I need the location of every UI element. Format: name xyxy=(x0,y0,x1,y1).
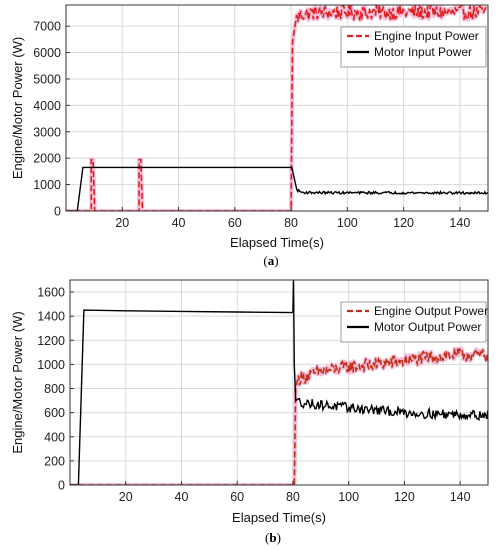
caption-letter: a xyxy=(268,253,275,268)
y-tick-label: 3000 xyxy=(33,125,61,139)
y-tick-label: 1000 xyxy=(33,178,61,192)
x-tick-label: 140 xyxy=(449,216,470,230)
chart-panel-a: 20 40 60 80 100 120 140 0 1000 2000 3000 4000 5000 60… xyxy=(10,4,489,268)
y-tick-label: 4000 xyxy=(33,99,61,113)
x-tick-label: 80 xyxy=(284,216,298,230)
y-tick-label: 600 xyxy=(44,406,65,420)
caption-open: ( xyxy=(265,530,269,545)
y-tick-label: 5000 xyxy=(33,72,61,86)
motor-input-powerline xyxy=(66,166,488,211)
x-tick-label: 100 xyxy=(337,216,358,230)
y-tick-label: 1000 xyxy=(37,358,65,372)
series-group xyxy=(70,280,488,485)
x-tick-label: 60 xyxy=(230,490,244,504)
x-tick-label: 80 xyxy=(286,490,300,504)
legend-label: Engine Output Power xyxy=(374,304,488,318)
legend-box xyxy=(340,301,487,343)
y-tick-label: 6000 xyxy=(33,46,61,60)
x-tick-label: 140 xyxy=(450,490,471,504)
legend-label: Motor Output Power xyxy=(374,320,481,334)
legend: Engine Input Power Motor Input Power xyxy=(340,26,487,68)
x-tick-label: 120 xyxy=(394,490,415,504)
y-tick-label: 7000 xyxy=(33,20,61,34)
y-tick-label: 2000 xyxy=(33,152,61,166)
y-tick-label: 0 xyxy=(58,479,65,493)
caption-close: ) xyxy=(277,530,281,545)
y-axis-label: Engine/Motor Power (W) xyxy=(10,37,25,179)
x-tick-label: 100 xyxy=(338,490,359,504)
motor-output-powerline xyxy=(70,280,488,485)
plot-frame xyxy=(65,4,489,212)
legend-box xyxy=(340,26,487,68)
engine-input-powerline xyxy=(66,5,488,211)
caption-close: ) xyxy=(274,253,278,268)
caption-open: ( xyxy=(263,253,267,268)
y-tick-label: 0 xyxy=(54,205,61,219)
y-tick-label: 1200 xyxy=(37,334,65,348)
caption-letter: b xyxy=(269,530,276,545)
x-tick-label: 20 xyxy=(115,216,129,230)
y-tick-label: 1400 xyxy=(37,310,65,324)
engine-output-powerline xyxy=(70,346,488,485)
x-axis-label: Elapsed Time(s) xyxy=(232,510,326,525)
x-axis-label: Elapsed Time(s) xyxy=(230,235,324,250)
legend: Engine Output Power Motor Output Power xyxy=(340,301,488,343)
panel-caption: (b) xyxy=(265,530,281,545)
series-group xyxy=(66,5,488,211)
y-axis-label: Engine/Motor Power (W) xyxy=(10,311,25,453)
x-tick-label: 60 xyxy=(228,216,242,230)
plot-frame xyxy=(69,279,489,486)
x-tick-label: 20 xyxy=(119,490,133,504)
y-tick-label: 200 xyxy=(44,454,65,468)
x-tick-label: 120 xyxy=(393,216,414,230)
y-tick-label: 400 xyxy=(44,430,65,444)
y-tick-label: 1600 xyxy=(37,286,65,300)
legend-label: Motor Input Power xyxy=(374,45,472,59)
legend-label: Engine Input Power xyxy=(374,29,479,43)
x-tick-label: 40 xyxy=(175,490,189,504)
panel-caption: (a) xyxy=(263,253,278,268)
x-tick-label: 40 xyxy=(172,216,186,230)
y-tick-label: 800 xyxy=(44,382,65,396)
chart-panel-b: 20 40 60 80 100 120 14002004006008001000120014… xyxy=(10,279,489,545)
